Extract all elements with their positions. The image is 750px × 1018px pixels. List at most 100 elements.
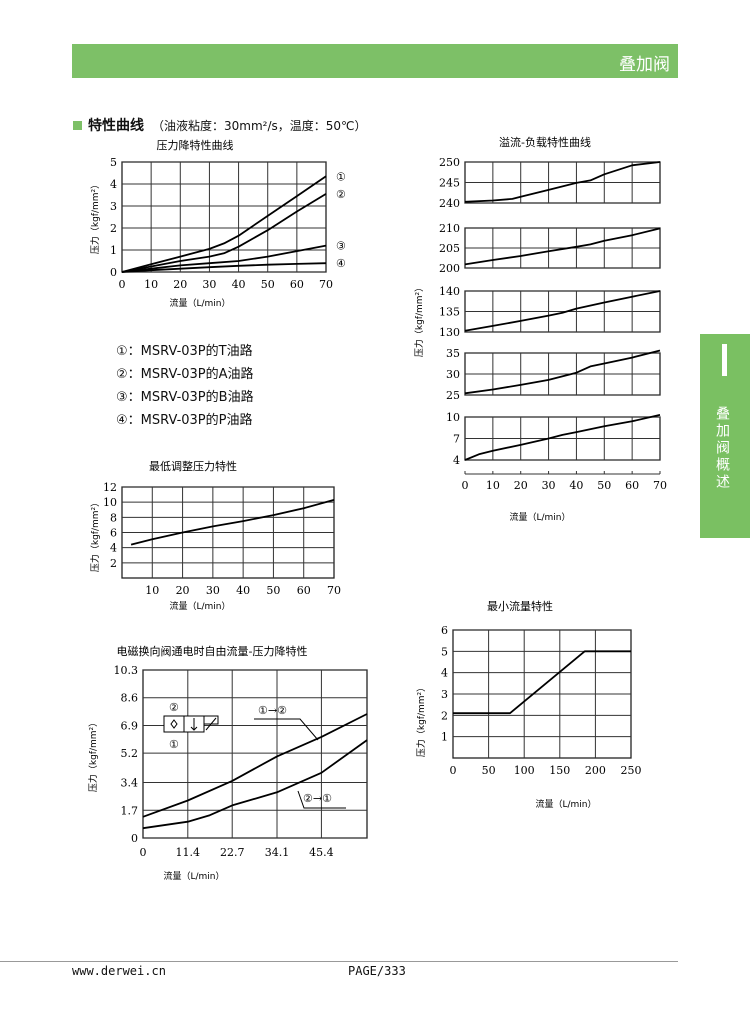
x-tick-label: 0 — [462, 479, 469, 492]
x-tick-label: 70 — [327, 584, 341, 597]
y-tick-label: 0 — [131, 832, 138, 845]
x-tick-label: 10 — [486, 479, 500, 492]
section-title: 特性曲线 — [88, 118, 144, 134]
footer-website[interactable]: www.derwei.cn — [72, 964, 166, 978]
y-tick-label: 1 — [110, 244, 117, 257]
y-tick-label: 1 — [441, 731, 448, 744]
x-tick-label: 40 — [236, 584, 250, 597]
legend-item: ③：MSRV-03P的B油路 — [116, 390, 254, 405]
x-tick-label: 50 — [261, 278, 275, 291]
curve-label: ③ — [336, 240, 346, 253]
y-tick-label: 10 — [103, 496, 117, 509]
y-tick-label: 135 — [439, 306, 460, 319]
leader-line — [297, 790, 346, 809]
x-axis-label: 流量（L/min） — [509, 511, 570, 523]
check-valve-icon — [170, 718, 198, 731]
chart-title: 溢流-负载特性曲线 — [499, 135, 591, 149]
y-tick-label: 245 — [439, 177, 460, 190]
page-header-bar: 叠加阀 — [72, 44, 678, 78]
chart-title: 最低调整压力特性 — [149, 459, 237, 473]
y-tick-label: 12 — [103, 481, 117, 494]
side-tab-label: 叠加阀概述 — [714, 406, 730, 491]
y-tick-label: 200 — [439, 262, 460, 275]
port-label: ② — [169, 701, 179, 714]
x-tick-label: 45.4 — [309, 846, 334, 859]
series-line-main — [453, 650, 631, 715]
x-tick-label: 11.4 — [176, 846, 201, 859]
curve-label: ④ — [336, 257, 346, 270]
y-axis-label: 压力（kgf/mm²） — [89, 498, 101, 572]
x-tick-label: 10 — [144, 278, 158, 291]
solenoid-icon — [204, 715, 219, 731]
series-line-main — [130, 499, 335, 546]
x-tick-label: 250 — [621, 764, 642, 777]
y-tick-label: 3.4 — [121, 777, 139, 790]
y-tick-label: 3 — [441, 688, 448, 701]
y-axis-label: 压力（kgf/mm²） — [87, 718, 99, 792]
x-tick-label: 30 — [206, 584, 220, 597]
x-tick-label: 0 — [119, 278, 126, 291]
y-tick-label: 7 — [453, 433, 460, 446]
side-tab-marker — [722, 344, 727, 376]
series-line-panel3 — [464, 349, 661, 395]
curve-label: ②→① — [303, 792, 332, 805]
x-tick-label: 20 — [173, 278, 187, 291]
y-tick-label: 10 — [446, 411, 460, 424]
curve-label: ①→② — [258, 704, 287, 717]
y-tick-label: 2 — [110, 222, 117, 235]
y-tick-label: 210 — [439, 222, 460, 235]
x-tick-label: 30 — [542, 479, 556, 492]
y-tick-label: 240 — [439, 197, 460, 210]
y-tick-label: 10.3 — [114, 664, 139, 677]
x-tick-label: 200 — [585, 764, 606, 777]
series-line-①→② — [142, 713, 368, 818]
y-tick-label: 140 — [439, 285, 460, 298]
curve-legend: ①：MSRV-03P的T油路 ②：MSRV-03P的A油路 ③：MSRV-03P… — [116, 340, 254, 432]
side-tab[interactable]: 叠加阀概述 — [700, 334, 750, 538]
x-tick-label: 34.1 — [265, 846, 290, 859]
x-tick-label: 60 — [625, 479, 639, 492]
legend-item: ④：MSRV-03P的P油路 — [116, 413, 253, 428]
series-line-panel4 — [464, 414, 661, 461]
y-tick-label: 8.6 — [121, 692, 139, 705]
y-tick-label: 5 — [110, 156, 117, 169]
y-tick-label: 6 — [110, 527, 117, 540]
x-tick-label: 40 — [232, 278, 246, 291]
footer-page-number: PAGE/333 — [348, 964, 406, 978]
legend-item: ②：MSRV-03P的A油路 — [116, 367, 254, 382]
section-heading: 特性曲线 （油液粘度：30mm²/s，温度：50℃） — [73, 115, 367, 135]
plot-frame — [142, 669, 368, 839]
x-tick-label: 40 — [569, 479, 583, 492]
y-tick-label: 6 — [441, 624, 448, 637]
x-tick-label: 70 — [319, 278, 333, 291]
y-tick-label: 5 — [441, 645, 448, 658]
series-line-panel0 — [464, 161, 661, 203]
y-tick-label: 25 — [446, 389, 460, 402]
y-tick-label: 3 — [110, 200, 117, 213]
series-line-② — [121, 193, 327, 273]
curve-label: ① — [336, 170, 346, 183]
x-tick-label: 60 — [290, 278, 304, 291]
y-tick-label: 130 — [439, 326, 460, 339]
header-title: 叠加阀 — [619, 55, 670, 75]
x-tick-label: 150 — [549, 764, 570, 777]
section-bullet-icon — [73, 121, 82, 130]
series-line-③ — [121, 244, 327, 273]
y-tick-label: 8 — [110, 511, 117, 524]
x-tick-label: 20 — [514, 479, 528, 492]
x-tick-label: 50 — [266, 584, 280, 597]
x-tick-label: 0 — [140, 846, 147, 859]
x-axis-label: 流量（L/min） — [535, 798, 596, 810]
y-tick-label: 2 — [110, 557, 117, 570]
y-tick-label: 4 — [110, 542, 117, 555]
y-tick-label: 1.7 — [121, 804, 139, 817]
y-tick-label: 4 — [453, 454, 460, 467]
chart-title: 最小流量特性 — [487, 599, 553, 613]
y-tick-label: 205 — [439, 242, 460, 255]
y-axis-label: 压力（kgf/mm²） — [413, 283, 425, 357]
leader-line — [254, 718, 319, 741]
x-axis-label: 流量（L/min） — [163, 870, 224, 882]
chart-title: 压力降特性曲线 — [157, 138, 234, 152]
x-axis-label: 流量（L/min） — [169, 297, 230, 309]
y-tick-label: 250 — [439, 156, 460, 169]
